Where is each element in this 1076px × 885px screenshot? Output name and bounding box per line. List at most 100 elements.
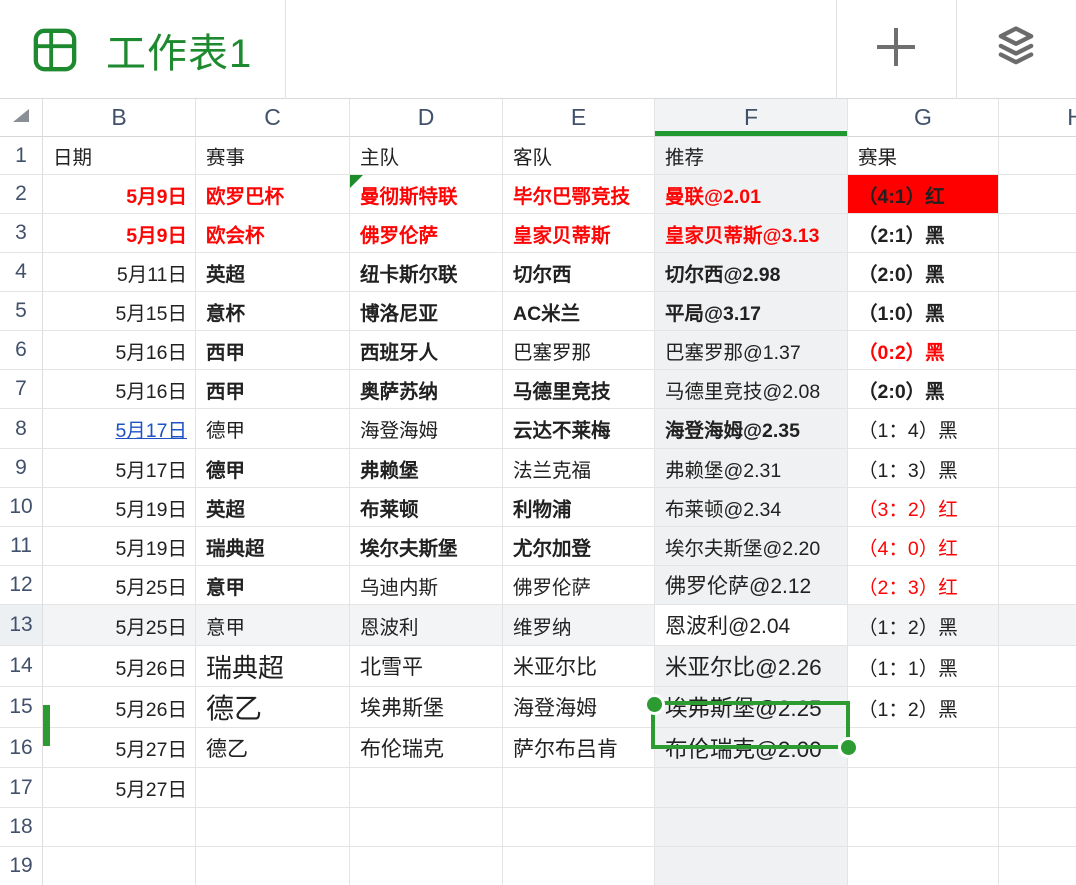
sheets-button[interactable] [956, 0, 1076, 99]
cell-C9[interactable]: 德甲 [196, 449, 350, 488]
cell-H9[interactable] [999, 449, 1076, 488]
cell-C12[interactable]: 意甲 [196, 566, 350, 605]
cell-D4[interactable]: 纽卡斯尔联 [350, 253, 503, 292]
cell-H8[interactable] [999, 409, 1076, 449]
cell-G14[interactable]: （1：1）黑 [848, 646, 999, 687]
cell-G17[interactable] [848, 768, 999, 808]
cell-C17[interactable] [196, 768, 350, 808]
cell-C7[interactable]: 西甲 [196, 370, 350, 409]
cell-F7[interactable]: 马德里竞技@2.08 [655, 370, 848, 409]
cell-C18[interactable] [196, 808, 350, 847]
cell-G16[interactable] [848, 728, 999, 768]
cell-H10[interactable] [999, 488, 1076, 527]
cell-E1[interactable]: 客队 [503, 137, 655, 175]
cell-E8[interactable]: 云达不莱梅 [503, 409, 655, 449]
cell-B8[interactable]: 5月17日 [43, 409, 196, 449]
cell-C5[interactable]: 意杯 [196, 292, 350, 331]
cell-E13[interactable]: 维罗纳 [503, 605, 655, 646]
column-header-D[interactable]: D [350, 99, 503, 137]
cell-G7[interactable]: （2:0）黑 [848, 370, 999, 409]
cell-G2[interactable]: （4:1）红 [848, 175, 999, 214]
cell-G4[interactable]: （2:0）黑 [848, 253, 999, 292]
cell-G6[interactable]: （0:2）黑 [848, 331, 999, 370]
cell-D19[interactable] [350, 847, 503, 885]
cell-F2[interactable]: 曼联@2.01 [655, 175, 848, 214]
sheet-title-button[interactable]: 工作表1 [0, 0, 285, 99]
cell-F9[interactable]: 弗赖堡@2.31 [655, 449, 848, 488]
column-header-G[interactable]: G [848, 99, 999, 137]
cell-H15[interactable] [999, 687, 1076, 728]
cell-D9[interactable]: 弗赖堡 [350, 449, 503, 488]
cell-B13[interactable]: 5月25日 [43, 605, 196, 646]
cell-C3[interactable]: 欧会杯 [196, 214, 350, 253]
row-header-18[interactable]: 18 [0, 808, 43, 847]
row-header-7[interactable]: 7 [0, 370, 43, 409]
cell-C8[interactable]: 德甲 [196, 409, 350, 449]
cell-D7[interactable]: 奥萨苏纳 [350, 370, 503, 409]
cell-C6[interactable]: 西甲 [196, 331, 350, 370]
row-header-4[interactable]: 4 [0, 253, 43, 292]
cell-E4[interactable]: 切尔西 [503, 253, 655, 292]
cell-B11[interactable]: 5月19日 [43, 527, 196, 566]
row-header-17[interactable]: 17 [0, 768, 43, 808]
row-header-8[interactable]: 8 [0, 409, 43, 449]
cell-C10[interactable]: 英超 [196, 488, 350, 527]
add-button[interactable] [836, 0, 956, 99]
cell-B15[interactable]: 5月26日 [43, 687, 196, 728]
cell-E15[interactable]: 海登海姆 [503, 687, 655, 728]
cell-D18[interactable] [350, 808, 503, 847]
cell-H6[interactable] [999, 331, 1076, 370]
cell-F11[interactable]: 埃尔夫斯堡@2.20 [655, 527, 848, 566]
cell-F8[interactable]: 海登海姆@2.35 [655, 409, 848, 449]
cell-D17[interactable] [350, 768, 503, 808]
cell-F19[interactable] [655, 847, 848, 885]
cell-D6[interactable]: 西班牙人 [350, 331, 503, 370]
cell-E7[interactable]: 马德里竞技 [503, 370, 655, 409]
selection-handle-top-left[interactable] [644, 694, 665, 715]
cell-G12[interactable]: （2：3）红 [848, 566, 999, 605]
cell-H16[interactable] [999, 728, 1076, 768]
cell-H7[interactable] [999, 370, 1076, 409]
cell-E18[interactable] [503, 808, 655, 847]
cell-G13[interactable]: （1：2）黑 [848, 605, 999, 646]
cell-E6[interactable]: 巴塞罗那 [503, 331, 655, 370]
cell-H2[interactable] [999, 175, 1076, 214]
row-header-5[interactable]: 5 [0, 292, 43, 331]
cell-B9[interactable]: 5月17日 [43, 449, 196, 488]
cell-H5[interactable] [999, 292, 1076, 331]
column-header-E[interactable]: E [503, 99, 655, 137]
cell-B17[interactable]: 5月27日 [43, 768, 196, 808]
cell-H12[interactable] [999, 566, 1076, 605]
row-header-16[interactable]: 16 [0, 728, 43, 768]
cell-F3[interactable]: 皇家贝蒂斯@3.13 [655, 214, 848, 253]
cell-F14[interactable]: 米亚尔比@2.26 [655, 646, 848, 687]
row-header-14[interactable]: 14 [0, 646, 43, 687]
cell-C4[interactable]: 英超 [196, 253, 350, 292]
cell-E9[interactable]: 法兰克福 [503, 449, 655, 488]
cell-C14[interactable]: 瑞典超 [196, 646, 350, 687]
column-header-H[interactable]: H [999, 99, 1076, 137]
cell-B7[interactable]: 5月16日 [43, 370, 196, 409]
cell-B6[interactable]: 5月16日 [43, 331, 196, 370]
cell-C11[interactable]: 瑞典超 [196, 527, 350, 566]
cell-D2[interactable]: 曼彻斯特联 [350, 175, 503, 214]
select-all-corner[interactable] [0, 99, 43, 137]
cell-F10[interactable]: 布莱顿@2.34 [655, 488, 848, 527]
cell-D16[interactable]: 布伦瑞克 [350, 728, 503, 768]
cell-C16[interactable]: 德乙 [196, 728, 350, 768]
row-header-12[interactable]: 12 [0, 566, 43, 605]
cell-H14[interactable] [999, 646, 1076, 687]
cell-B1[interactable]: 日期 [43, 137, 196, 175]
row-header-19[interactable]: 19 [0, 847, 43, 885]
cell-F12[interactable]: 佛罗伦萨@2.12 [655, 566, 848, 605]
cell-C1[interactable]: 赛事 [196, 137, 350, 175]
cell-D1[interactable]: 主队 [350, 137, 503, 175]
cell-F15[interactable]: 埃弗斯堡@2.25 [655, 687, 848, 728]
cell-E16[interactable]: 萨尔布吕肯 [503, 728, 655, 768]
cell-H18[interactable] [999, 808, 1076, 847]
cell-H3[interactable] [999, 214, 1076, 253]
cell-G5[interactable]: （1:0）黑 [848, 292, 999, 331]
cell-G3[interactable]: （2:1）黑 [848, 214, 999, 253]
cell-C15[interactable]: 德乙 [196, 687, 350, 728]
cell-H19[interactable] [999, 847, 1076, 885]
